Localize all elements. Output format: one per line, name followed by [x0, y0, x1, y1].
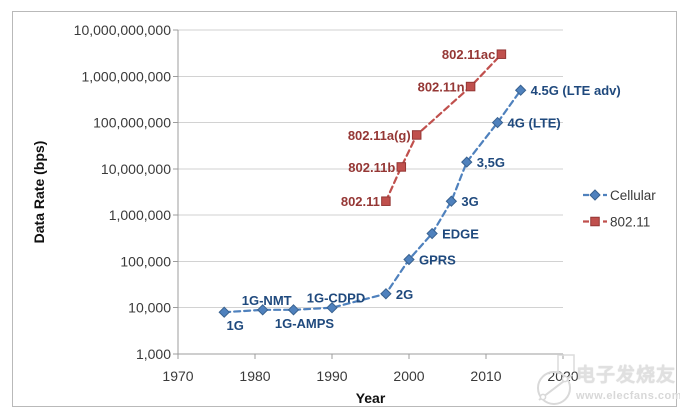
x-tick-label: 2010	[470, 368, 501, 384]
data-point-marker-cellular	[403, 253, 415, 266]
data-point-label-edge: EDGE	[442, 227, 479, 242]
data-point-marker-cellular	[426, 227, 438, 240]
legend-entry-cellular: Cellular	[610, 188, 656, 203]
data-point-marker-802-11	[411, 130, 422, 140]
x-tick-label: 1990	[316, 368, 347, 384]
data-point-label-802-11a-g-: 802.11a(g)	[348, 128, 411, 143]
x-tick-label: 1970	[162, 368, 193, 384]
data-point-label-3-5g: 3,5G	[477, 155, 505, 170]
data-point-label-802-11: 802.11	[341, 194, 380, 209]
x-tick-label: 2020	[547, 368, 578, 384]
y-tick-label: 1,000,000	[109, 207, 171, 223]
data-point-marker-802-11	[396, 162, 407, 172]
data-point-label-gprs: GPRS	[419, 253, 456, 268]
data-point-label-3g: 3G	[461, 194, 478, 209]
data-point-marker-cellular	[287, 304, 300, 316]
y-tick-label: 100,000,000	[93, 115, 171, 131]
chart-border	[12, 11, 677, 407]
data-point-marker-802-11	[496, 49, 507, 59]
y-tick-label: 1,000	[136, 346, 171, 362]
data-point-label-1g-amps: 1G-AMPS	[275, 316, 335, 331]
data-point-marker-cellular	[326, 302, 338, 314]
y-tick-label: 100,000	[120, 253, 171, 269]
data-point-label-1g-nmt: 1G-NMT	[242, 293, 292, 308]
data-point-label-802-11n: 802.11n	[418, 80, 465, 95]
data-point-marker-cellular	[461, 156, 473, 168]
data-point-marker-802-11	[590, 216, 600, 227]
x-axis-title: Year	[356, 390, 386, 406]
y-tick-label: 10,000	[128, 300, 171, 316]
y-axis-title: Data Rate (bps)	[31, 141, 47, 244]
data-point-label-1g-cdpd: 1G-CDPD	[307, 291, 366, 306]
data-point-marker-cellular	[491, 116, 504, 129]
data-point-label-4g-lte-: 4G (LTE)	[508, 116, 561, 131]
data-point-marker-cellular	[445, 195, 458, 207]
legend-entry-802-11: 802.11	[610, 215, 650, 230]
data-point-marker-802-11	[381, 196, 391, 206]
x-tick-label: 1980	[239, 368, 270, 384]
x-tick-label: 2000	[393, 368, 424, 384]
data-point-marker-802-11	[465, 81, 476, 92]
data-point-label-802-11b: 802.11b	[348, 160, 395, 175]
data-point-marker-cellular	[380, 288, 392, 300]
data-point-label-4-5g-lte-adv-: 4.5G (LTE adv)	[531, 83, 621, 98]
data-point-marker-cellular	[218, 306, 230, 318]
y-tick-label: 10,000,000	[101, 161, 171, 177]
y-tick-label: 10,000,000,000	[74, 22, 172, 38]
data-point-label-1g: 1G	[227, 318, 244, 333]
data-point-label-2g: 2G	[396, 287, 413, 302]
y-tick-label: 1,000,000,000	[81, 68, 171, 84]
data-point-marker-cellular	[589, 189, 601, 201]
data-point-marker-cellular	[514, 84, 527, 96]
data-point-marker-cellular	[256, 304, 269, 316]
data-point-label-802-11ac: 802.11ac	[442, 47, 496, 62]
